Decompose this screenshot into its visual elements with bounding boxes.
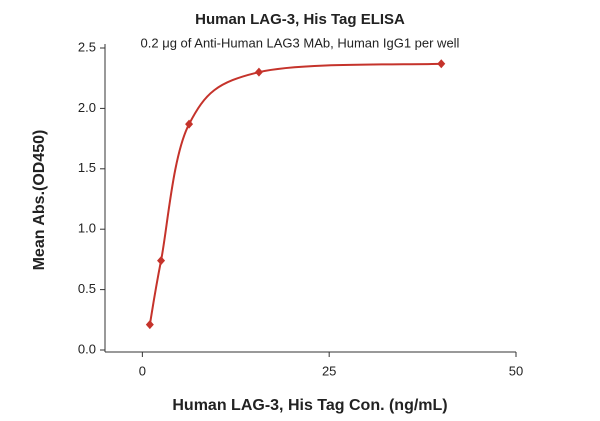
x-axis-label: Human LAG-3, His Tag Con. (ng/mL) — [172, 397, 447, 414]
x-tick-label: 25 — [322, 363, 336, 378]
y-tick-label: 0.5 — [78, 281, 96, 296]
chart-title: Human LAG-3, His Tag ELISA — [195, 11, 405, 28]
chart-subtitle: 0.2 μg of Anti-Human LAG3 MAb, Human IgG… — [141, 35, 460, 50]
data-point — [185, 119, 194, 129]
x-tick-label: 0 — [139, 363, 146, 378]
y-axis-label: Mean Abs.(OD450) — [31, 130, 48, 271]
y-tick-label: 2.5 — [78, 39, 96, 54]
y-tick-label: 1.5 — [78, 160, 96, 175]
data-point — [254, 67, 263, 77]
data-point — [145, 320, 154, 330]
y-tick-label: 1.0 — [78, 221, 96, 236]
data-point — [157, 256, 166, 266]
data-point — [437, 59, 446, 69]
fit-curve — [148, 62, 442, 325]
x-tick-label: 50 — [509, 363, 523, 378]
y-tick-label: 2.0 — [78, 100, 96, 115]
y-tick-label: 0.0 — [78, 341, 96, 356]
